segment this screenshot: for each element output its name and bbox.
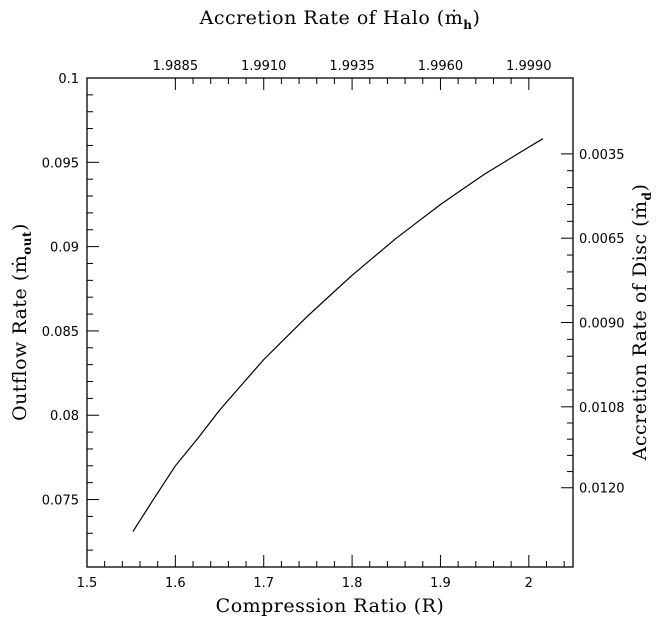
right-tick-label: 0.0108 — [579, 401, 625, 416]
top-tick-label: 1.9960 — [418, 59, 464, 74]
right-axis-title-symbol: ṁ — [629, 200, 651, 219]
right-axis-title-close: ) — [629, 184, 651, 192]
top-tick-label: 1.9910 — [241, 59, 287, 74]
y-axis-title-close: ) — [9, 223, 31, 231]
x-tick-label: 1.7 — [253, 576, 274, 591]
x-tick-label: 2 — [525, 576, 533, 591]
x-tick-label: 1.9 — [430, 576, 451, 591]
right-axis-title-sub: d — [640, 191, 654, 200]
y-axis-title-sub: out — [20, 231, 34, 255]
top-tick-label: 1.9990 — [506, 59, 552, 74]
top-axis-title-main: Accretion Rate of Halo ( — [199, 7, 445, 29]
ticks — [86, 77, 573, 568]
y-tick-label: 0.075 — [42, 494, 79, 509]
y-tick-label: 0.095 — [42, 156, 79, 171]
right-axis-title-main: Accretion Rate of Disc ( — [629, 219, 651, 461]
y-tick-label: 0.085 — [42, 325, 79, 340]
y-axis-title-symbol: ṁ — [9, 255, 31, 274]
right-tick-label: 0.0035 — [579, 148, 625, 163]
y-axis-title: Outflow Rate (ṁout) — [9, 223, 34, 421]
y-tick-label: 0.08 — [50, 409, 79, 424]
y-tick-label: 0.09 — [50, 241, 79, 256]
right-tick-label: 0.0065 — [579, 232, 625, 247]
top-axis-title: Accretion Rate of Halo (ṁh) — [199, 7, 481, 32]
tick-labels: 1.5 1.6 1.7 1.8 1.9 2 0.075 0.08 0.085 0.09 0.095 0… — [42, 59, 625, 591]
right-tick-label: 0.0120 — [579, 482, 625, 497]
series-line — [132, 138, 544, 532]
top-axis-title-close: ) — [472, 7, 480, 29]
x-axis-title: Compression Ratio (R) — [216, 595, 445, 617]
top-tick-label: 1.9935 — [329, 59, 375, 74]
right-tick-label: 0.0090 — [579, 317, 625, 332]
plot-frame — [86, 77, 574, 568]
top-axis-title-sub: h — [463, 18, 472, 32]
top-axis-title-symbol: ṁ — [445, 7, 464, 29]
x-tick-label: 1.6 — [165, 576, 186, 591]
top-tick-label: 1.9885 — [153, 59, 199, 74]
y-tick-label: 0.1 — [58, 72, 79, 87]
x-tick-label: 1.8 — [342, 576, 363, 591]
y-axis-title-main: Outflow Rate ( — [9, 273, 31, 421]
right-axis-title: Accretion Rate of Disc (ṁd) — [629, 184, 654, 462]
x-tick-label: 1.5 — [77, 576, 98, 591]
